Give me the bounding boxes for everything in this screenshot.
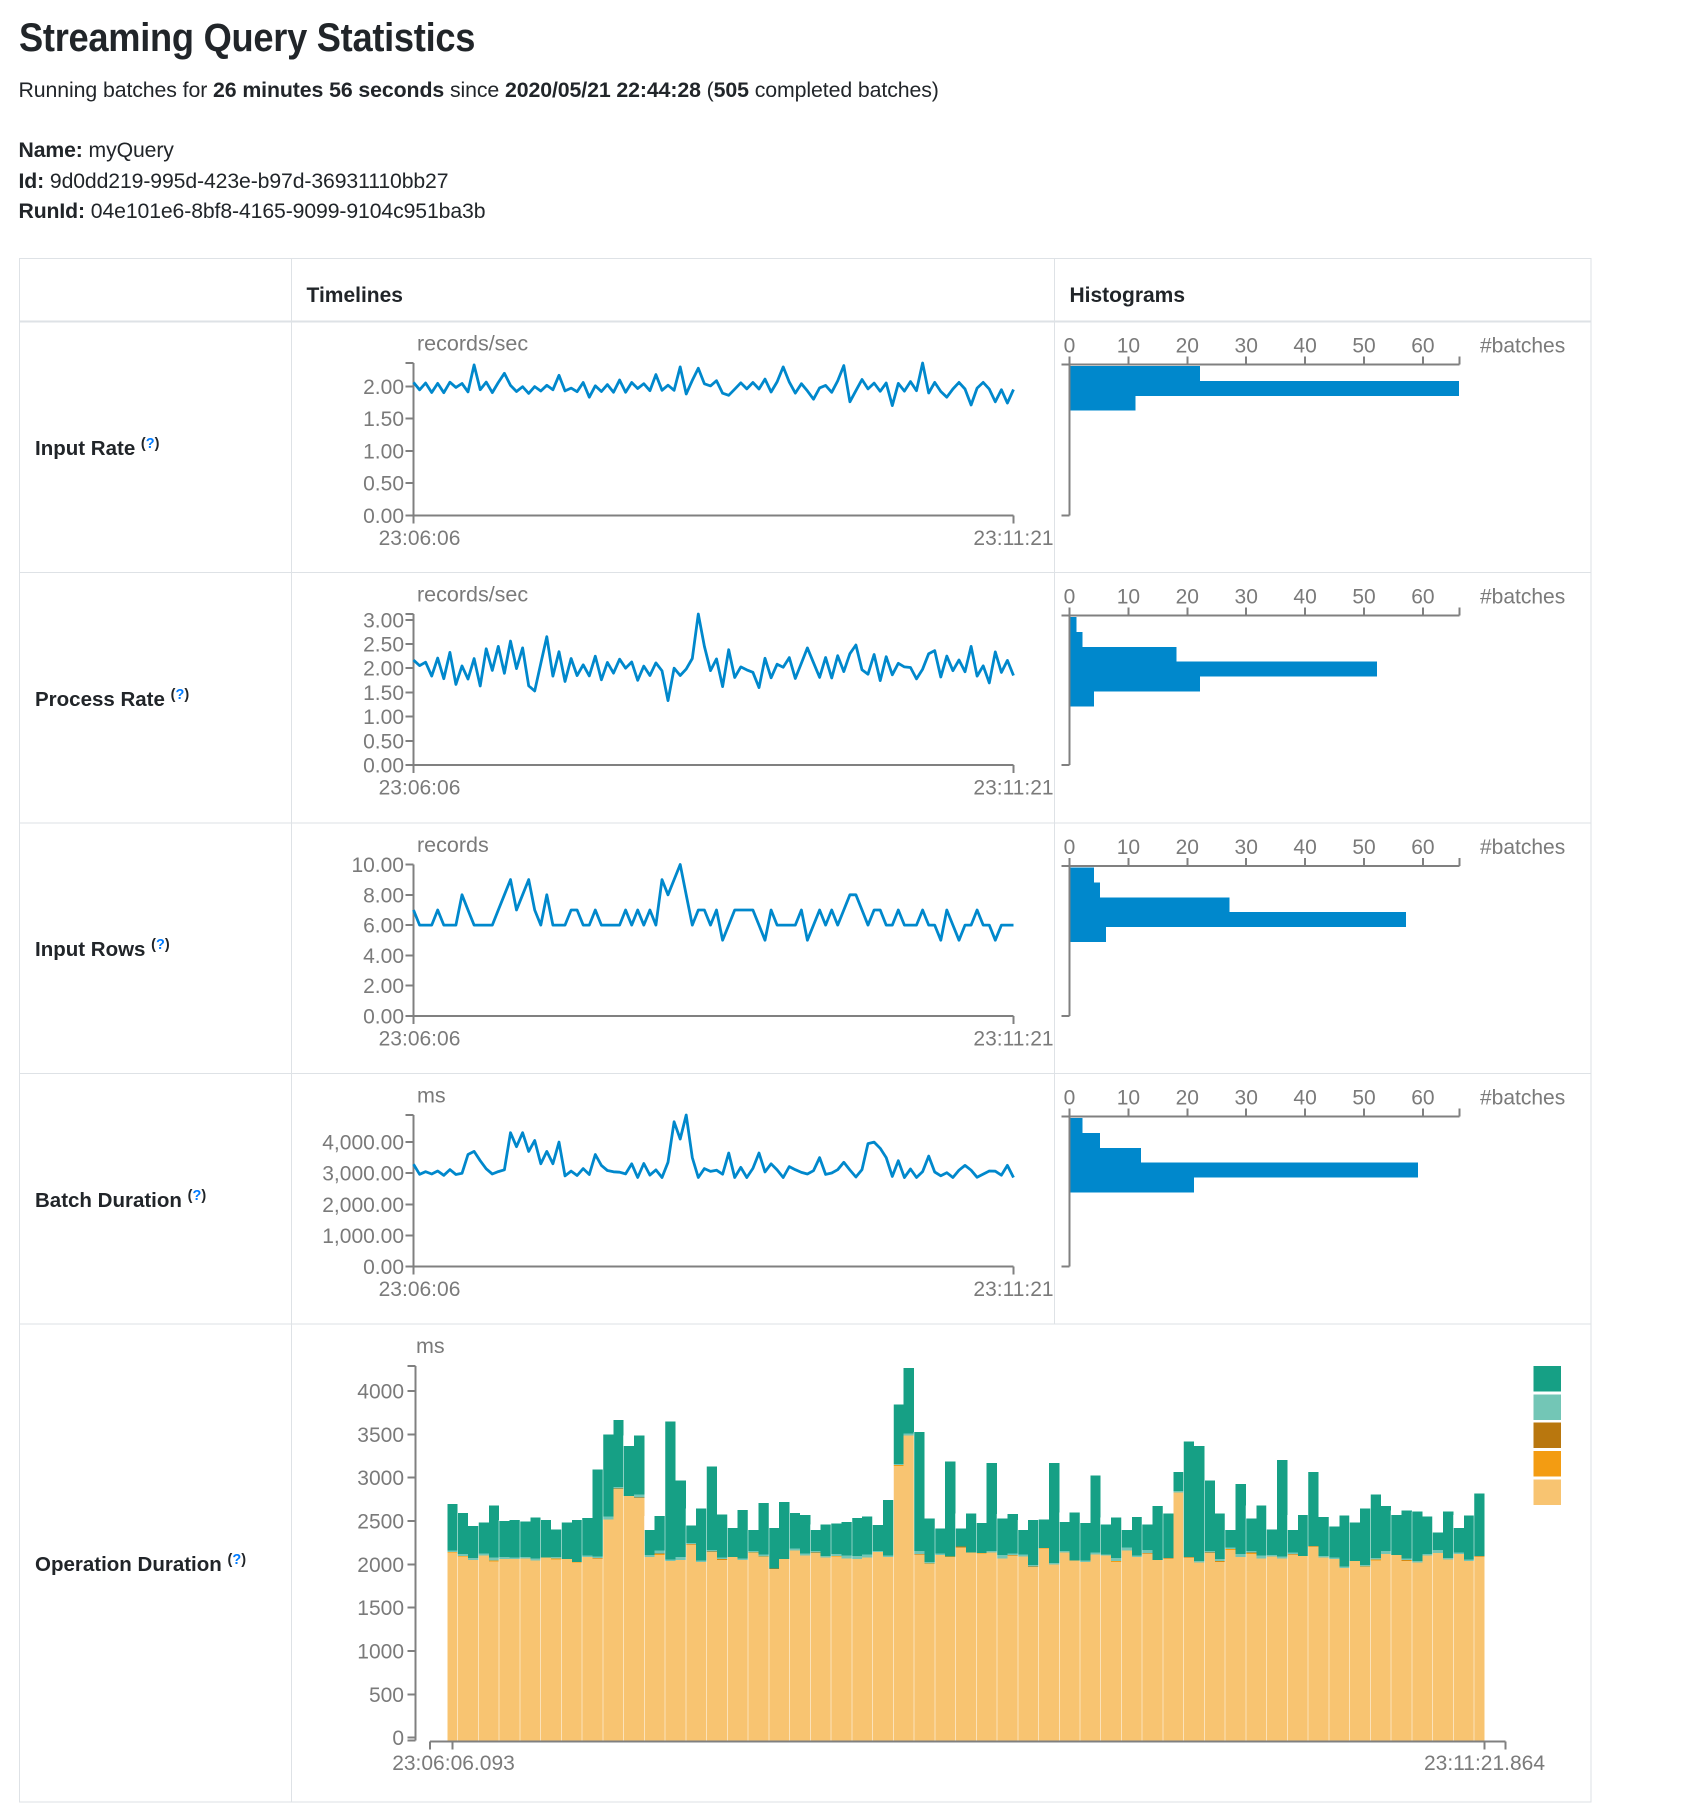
svg-text:#batches: #batches	[1480, 335, 1565, 358]
svg-text:23:06:06: 23:06:06	[379, 527, 461, 550]
svg-text:ms: ms	[417, 1084, 446, 1108]
svg-text:60: 60	[1411, 1087, 1434, 1110]
svg-text:30: 30	[1235, 836, 1258, 859]
svg-text:3000: 3000	[357, 1467, 404, 1490]
svg-text:10: 10	[1117, 335, 1140, 358]
svg-text:23:06:06: 23:06:06	[379, 1028, 461, 1051]
svg-text:1.00: 1.00	[363, 706, 404, 729]
svg-text:1500: 1500	[357, 1597, 404, 1620]
svg-text:8.00: 8.00	[363, 884, 404, 907]
svg-text:0.00: 0.00	[363, 1256, 404, 1279]
svg-text:30: 30	[1235, 586, 1258, 609]
svg-text:2000: 2000	[357, 1554, 404, 1577]
svg-text:4,000.00: 4,000.00	[322, 1132, 404, 1155]
svg-text:1,000.00: 1,000.00	[322, 1225, 404, 1248]
svg-text:4.00: 4.00	[363, 945, 404, 968]
svg-text:10: 10	[1117, 586, 1140, 609]
svg-text:10.00: 10.00	[351, 854, 404, 877]
svg-text:1.50: 1.50	[363, 682, 404, 705]
svg-text:#batches: #batches	[1480, 1087, 1565, 1110]
svg-text:20: 20	[1176, 586, 1199, 609]
svg-text:0: 0	[392, 1727, 404, 1750]
svg-text:40: 40	[1293, 335, 1316, 358]
svg-text:500: 500	[369, 1684, 404, 1707]
svg-text:50: 50	[1352, 836, 1375, 859]
svg-text:23:11:21.864: 23:11:21.864	[1424, 1752, 1545, 1775]
svg-text:3.00: 3.00	[363, 609, 404, 632]
svg-text:0: 0	[1064, 836, 1076, 859]
svg-text:23:11:21: 23:11:21	[973, 1028, 1053, 1051]
svg-text:10: 10	[1117, 1087, 1140, 1110]
svg-text:40: 40	[1293, 836, 1316, 859]
svg-text:2,000.00: 2,000.00	[322, 1194, 404, 1217]
svg-text:0: 0	[1064, 1087, 1076, 1110]
svg-text:2.00: 2.00	[363, 376, 404, 399]
svg-text:0.50: 0.50	[363, 473, 404, 496]
svg-text:1.00: 1.00	[363, 440, 404, 463]
svg-text:0: 0	[1064, 335, 1076, 358]
svg-text:1.50: 1.50	[363, 408, 404, 431]
svg-text:23:06:06: 23:06:06	[379, 777, 461, 800]
svg-text:30: 30	[1235, 335, 1258, 358]
svg-text:20: 20	[1176, 836, 1199, 859]
svg-text:records/sec: records/sec	[417, 332, 528, 356]
svg-text:3,000.00: 3,000.00	[322, 1163, 404, 1186]
svg-text:2500: 2500	[357, 1511, 404, 1534]
svg-text:0.00: 0.00	[363, 755, 404, 778]
svg-text:6.00: 6.00	[363, 915, 404, 938]
svg-text:23:06:06: 23:06:06	[379, 1278, 461, 1301]
svg-text:records: records	[417, 833, 489, 857]
svg-text:20: 20	[1176, 335, 1199, 358]
svg-text:23:11:21: 23:11:21	[973, 527, 1053, 550]
svg-text:50: 50	[1352, 335, 1375, 358]
svg-text:20: 20	[1176, 1087, 1199, 1110]
svg-text:3500: 3500	[357, 1424, 404, 1447]
svg-text:40: 40	[1293, 586, 1316, 609]
svg-text:60: 60	[1411, 586, 1434, 609]
svg-text:23:11:21: 23:11:21	[973, 777, 1053, 800]
svg-text:ms: ms	[416, 1334, 445, 1358]
svg-text:0.00: 0.00	[363, 1006, 404, 1029]
svg-text:10: 10	[1117, 836, 1140, 859]
svg-text:records/sec: records/sec	[417, 583, 528, 607]
svg-text:#batches: #batches	[1480, 586, 1565, 609]
svg-text:1000: 1000	[357, 1641, 404, 1664]
svg-text:0.50: 0.50	[363, 730, 404, 753]
svg-text:0: 0	[1064, 586, 1076, 609]
svg-text:23:06:06.093: 23:06:06.093	[392, 1752, 515, 1775]
svg-text:23:11:21: 23:11:21	[973, 1278, 1053, 1301]
svg-text:2.00: 2.00	[363, 975, 404, 998]
svg-text:60: 60	[1411, 836, 1434, 859]
svg-text:30: 30	[1235, 1087, 1258, 1110]
svg-text:60: 60	[1411, 335, 1434, 358]
svg-text:40: 40	[1293, 1087, 1316, 1110]
svg-text:#batches: #batches	[1480, 836, 1565, 859]
svg-text:50: 50	[1352, 1087, 1375, 1110]
svg-text:2.00: 2.00	[363, 658, 404, 681]
svg-text:4000: 4000	[357, 1381, 404, 1404]
svg-text:0.00: 0.00	[363, 505, 404, 528]
svg-text:2.50: 2.50	[363, 634, 404, 657]
svg-text:50: 50	[1352, 586, 1375, 609]
